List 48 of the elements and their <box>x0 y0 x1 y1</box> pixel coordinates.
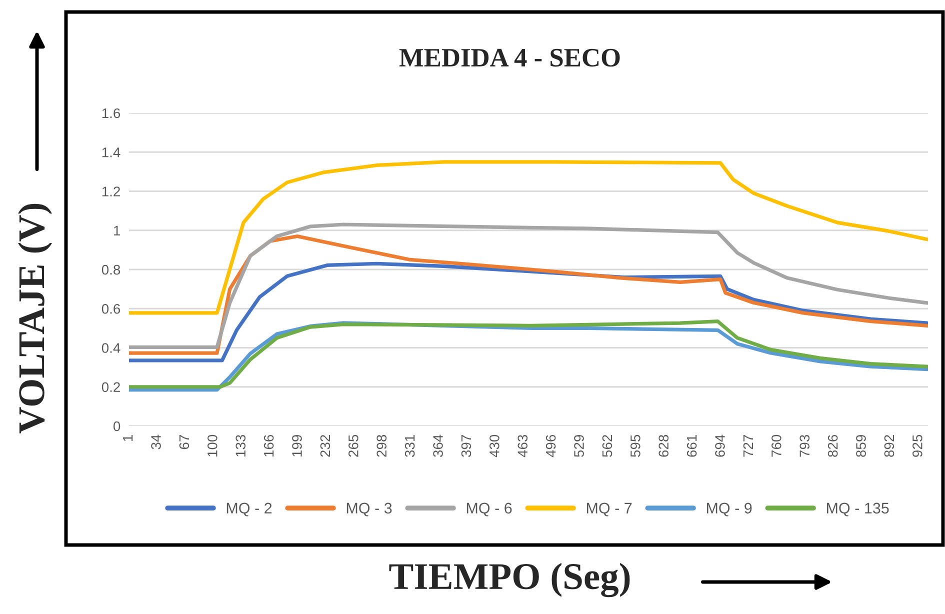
x-tick-label: 760 <box>771 434 782 457</box>
chart-title: MEDIDA 4 - SECO <box>399 48 620 67</box>
x-tick-label: 265 <box>348 434 358 457</box>
x-tick-label: 661 <box>686 435 697 457</box>
x-tick-label: 694 <box>715 434 725 457</box>
x-tick-label: 430 <box>489 434 500 458</box>
x-tick-label: 628 <box>658 434 669 457</box>
legend-label: MQ - 135 <box>826 502 889 516</box>
x-tick-label: 496 <box>546 434 556 458</box>
x-tick-label: 232 <box>320 435 330 457</box>
x-tick-label: 562 <box>602 435 612 457</box>
legend-label: MQ - 3 <box>346 502 392 516</box>
y-tick-label: 1.2 <box>102 186 120 196</box>
x-tick-label: 199 <box>292 434 302 456</box>
x-tick-label: 67 <box>179 435 190 450</box>
x-axis-title: TIEMPO (Seg) <box>389 562 630 598</box>
x-tick-label: 892 <box>884 435 894 457</box>
x-tick-label: 529 <box>574 434 584 457</box>
x-tick-label: 331 <box>404 435 415 457</box>
legend-label: MQ - 2 <box>226 502 272 516</box>
x-tick-label: 298 <box>376 434 387 457</box>
x-tick-label: 595 <box>630 434 640 457</box>
x-tick-label: 166 <box>264 434 274 456</box>
x-tick-label: 34 <box>151 434 161 450</box>
y-tick-label: 0.4 <box>102 343 120 353</box>
x-tick-label: 397 <box>461 435 472 457</box>
x-tick-label: 100 <box>207 434 218 456</box>
x-tick-label: 364 <box>433 434 443 457</box>
legend-label: MQ - 6 <box>466 502 512 516</box>
x-tick-label: 133 <box>236 434 246 456</box>
legend-label: MQ - 9 <box>706 502 752 516</box>
legend-label: MQ - 7 <box>586 502 632 516</box>
y-tick-label: 0.2 <box>102 382 120 392</box>
y-tick-label: 1.6 <box>102 108 120 118</box>
x-tick-label: 463 <box>518 434 528 458</box>
x-tick-label: 793 <box>800 434 810 457</box>
y-tick-label: 0.8 <box>102 264 120 275</box>
y-tick-label: 0 <box>113 421 120 432</box>
x-tick-label: 826 <box>828 434 838 457</box>
y-tick-label: 0.6 <box>102 304 120 314</box>
x-tick-label: 727 <box>743 435 753 457</box>
x-tick-label: 1 <box>123 435 133 441</box>
x-tick-label: 925 <box>912 434 922 457</box>
line-series <box>129 160 928 315</box>
y-axis-title: VOLTAJE (V) <box>18 204 52 434</box>
y-tick-label: 1 <box>114 226 120 236</box>
y-tick-label: 1.4 <box>102 148 120 158</box>
x-tick-label: 859 <box>856 434 866 457</box>
